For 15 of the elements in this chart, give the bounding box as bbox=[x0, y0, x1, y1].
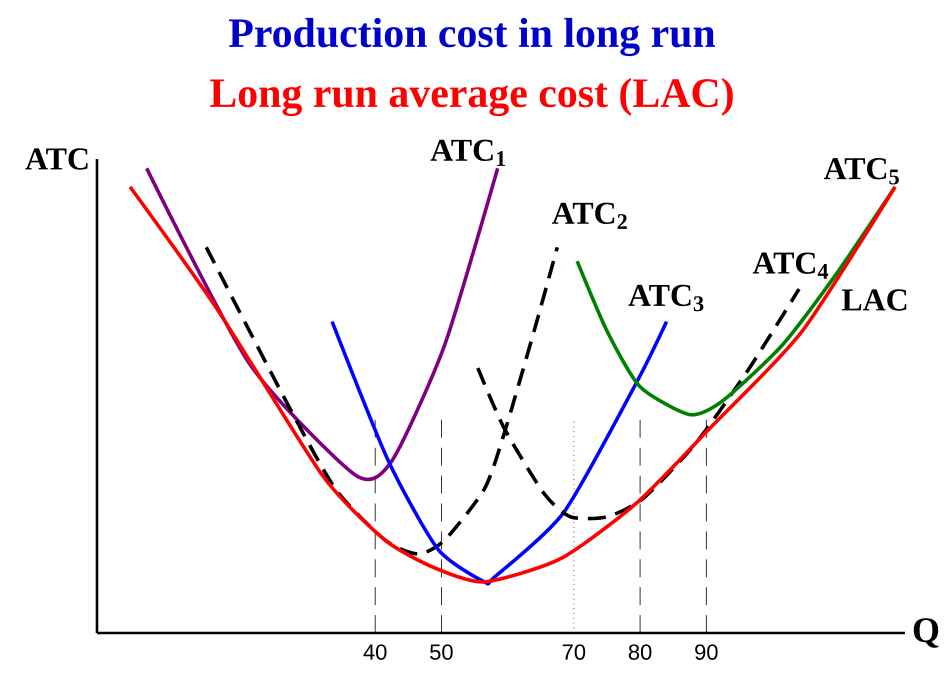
x-tick-label: 90 bbox=[695, 644, 718, 660]
x-tick-label: 70 bbox=[562, 644, 586, 660]
series-label: ATC$_{1}$ bbox=[430, 140, 506, 166]
y-axis-title: ATC bbox=[25, 148, 88, 170]
x-tick-label: 40 bbox=[363, 644, 386, 660]
x-axis-title: Q bbox=[914, 618, 938, 648]
series-label: ATC$_{5}$ bbox=[824, 158, 899, 184]
chart-title: Production cost in long run bbox=[228, 18, 716, 56]
chart-subtitle: Long run average cost (LAC) bbox=[210, 78, 733, 116]
x-tick-label: 80 bbox=[628, 644, 652, 660]
series-label: LAC bbox=[842, 289, 906, 311]
series-label: ATC$_{4}$ bbox=[752, 252, 828, 279]
series-label: ATC$_{2}$ bbox=[552, 202, 627, 229]
x-tick-label: 50 bbox=[430, 644, 453, 660]
series-label: ATC$_{3}$ bbox=[628, 284, 704, 312]
